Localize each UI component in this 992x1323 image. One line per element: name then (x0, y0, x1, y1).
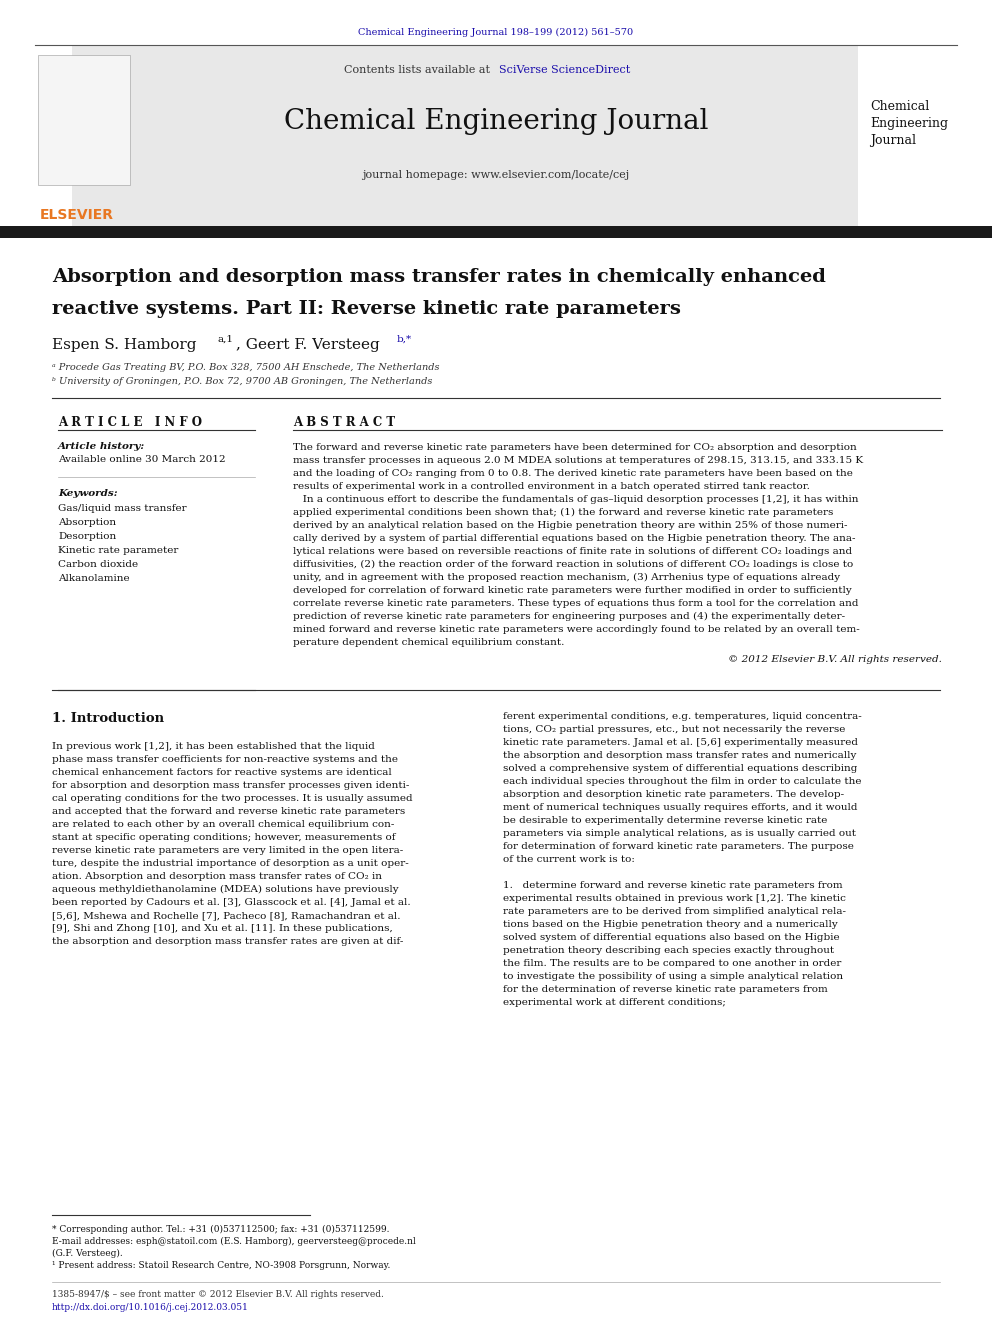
Text: Alkanolamine: Alkanolamine (58, 574, 130, 583)
Text: prediction of reverse kinetic rate parameters for engineering purposes and (4) t: prediction of reverse kinetic rate param… (293, 613, 845, 620)
Text: Kinetic rate parameter: Kinetic rate parameter (58, 546, 179, 556)
Text: been reported by Cadours et al. [3], Glasscock et al. [4], Jamal et al.: been reported by Cadours et al. [3], Gla… (52, 898, 411, 908)
Text: are related to each other by an overall chemical equilibrium con-: are related to each other by an overall … (52, 820, 395, 830)
Text: absorption and desorption kinetic rate parameters. The develop-: absorption and desorption kinetic rate p… (503, 790, 844, 799)
Text: the absorption and desorption mass transfer rates and numerically: the absorption and desorption mass trans… (503, 751, 856, 759)
Text: * Corresponding author. Tel.: +31 (0)537112500; fax: +31 (0)537112599.: * Corresponding author. Tel.: +31 (0)537… (52, 1225, 390, 1234)
Text: and the loading of CO₂ ranging from 0 to 0.8. The derived kinetic rate parameter: and the loading of CO₂ ranging from 0 to… (293, 468, 853, 478)
Text: experimental work at different conditions;: experimental work at different condition… (503, 998, 726, 1007)
Text: and accepted that the forward and reverse kinetic rate parameters: and accepted that the forward and revers… (52, 807, 406, 816)
Text: for determination of forward kinetic rate parameters. The purpose: for determination of forward kinetic rat… (503, 841, 854, 851)
Text: [9], Shi and Zhong [10], and Xu et al. [11]. In these publications,: [9], Shi and Zhong [10], and Xu et al. [… (52, 923, 393, 933)
Text: (G.F. Versteeg).: (G.F. Versteeg). (52, 1249, 123, 1258)
Text: A B S T R A C T: A B S T R A C T (293, 415, 395, 429)
Text: reactive systems. Part II: Reverse kinetic rate parameters: reactive systems. Part II: Reverse kinet… (52, 300, 681, 318)
Text: rate parameters are to be derived from simplified analytical rela-: rate parameters are to be derived from s… (503, 908, 846, 916)
Text: ELSEVIER: ELSEVIER (40, 208, 114, 222)
Text: solved a comprehensive system of differential equations describing: solved a comprehensive system of differe… (503, 763, 857, 773)
Text: the film. The results are to be compared to one another in order: the film. The results are to be compared… (503, 959, 841, 968)
Text: ¹ Present address: Statoil Research Centre, NO-3908 Porsgrunn, Norway.: ¹ Present address: Statoil Research Cent… (52, 1261, 391, 1270)
Text: for absorption and desorption mass transfer processes given identi-: for absorption and desorption mass trans… (52, 781, 410, 790)
Text: ment of numerical techniques usually requires efforts, and it would: ment of numerical techniques usually req… (503, 803, 857, 812)
Text: aqueous methyldiethanolamine (MDEA) solutions have previously: aqueous methyldiethanolamine (MDEA) solu… (52, 885, 399, 894)
Text: http://dx.doi.org/10.1016/j.cej.2012.03.051: http://dx.doi.org/10.1016/j.cej.2012.03.… (52, 1303, 249, 1312)
Text: solved system of differential equations also based on the Higbie: solved system of differential equations … (503, 933, 839, 942)
Text: the absorption and desorption mass transfer rates are given at dif-: the absorption and desorption mass trans… (52, 937, 404, 946)
Text: unity, and in agreement with the proposed reaction mechanism, (3) Arrhenius type: unity, and in agreement with the propose… (293, 573, 840, 582)
Text: Desorption: Desorption (58, 532, 116, 541)
Text: 1385-8947/$ – see front matter © 2012 Elsevier B.V. All rights reserved.: 1385-8947/$ – see front matter © 2012 El… (52, 1290, 384, 1299)
Text: Contents lists available at: Contents lists available at (343, 65, 493, 75)
Text: Gas/liquid mass transfer: Gas/liquid mass transfer (58, 504, 186, 513)
Text: diffusivities, (2) the reaction order of the forward reaction in solutions of di: diffusivities, (2) the reaction order of… (293, 560, 853, 569)
Text: correlate reverse kinetic rate parameters. These types of equations thus form a : correlate reverse kinetic rate parameter… (293, 599, 858, 609)
Text: penetration theory describing each species exactly throughout: penetration theory describing each speci… (503, 946, 834, 955)
Text: ᵃ Procede Gas Treating BV, P.O. Box 328, 7500 AH Enschede, The Netherlands: ᵃ Procede Gas Treating BV, P.O. Box 328,… (52, 363, 439, 372)
Bar (72, 46, 858, 228)
Text: journal homepage: www.elsevier.com/locate/cej: journal homepage: www.elsevier.com/locat… (362, 169, 630, 180)
Text: developed for correlation of forward kinetic rate parameters were further modifi: developed for correlation of forward kin… (293, 586, 852, 595)
Text: ture, despite the industrial importance of desorption as a unit oper-: ture, despite the industrial importance … (52, 859, 409, 868)
Text: SciVerse ScienceDirect: SciVerse ScienceDirect (499, 65, 630, 75)
Text: ferent experimental conditions, e.g. temperatures, liquid concentra-: ferent experimental conditions, e.g. tem… (503, 712, 862, 721)
Text: 1. Introduction: 1. Introduction (52, 712, 164, 725)
Text: each individual species throughout the film in order to calculate the: each individual species throughout the f… (503, 777, 861, 786)
Text: Chemical Engineering Journal: Chemical Engineering Journal (284, 108, 708, 135)
Text: Carbon dioxide: Carbon dioxide (58, 560, 138, 569)
Text: for the determination of reverse kinetic rate parameters from: for the determination of reverse kinetic… (503, 986, 827, 994)
Text: be desirable to experimentally determine reverse kinetic rate: be desirable to experimentally determine… (503, 816, 827, 826)
Text: results of experimental work in a controlled environment in a batch operated sti: results of experimental work in a contro… (293, 482, 809, 491)
Text: Absorption and desorption mass transfer rates in chemically enhanced: Absorption and desorption mass transfer … (52, 269, 826, 286)
Text: experimental results obtained in previous work [1,2]. The kinetic: experimental results obtained in previou… (503, 894, 846, 904)
Text: , Geert F. Versteeg: , Geert F. Versteeg (236, 337, 380, 352)
Text: derived by an analytical relation based on the Higbie penetration theory are wit: derived by an analytical relation based … (293, 521, 847, 531)
Text: stant at specific operating conditions; however, measurements of: stant at specific operating conditions; … (52, 833, 396, 841)
Text: tions, CO₂ partial pressures, etc., but not necessarily the reverse: tions, CO₂ partial pressures, etc., but … (503, 725, 845, 734)
Text: perature dependent chemical equilibrium constant.: perature dependent chemical equilibrium … (293, 638, 564, 647)
Text: ᵇ University of Groningen, P.O. Box 72, 9700 AB Groningen, The Netherlands: ᵇ University of Groningen, P.O. Box 72, … (52, 377, 433, 386)
Text: Chemical
Engineering
Journal: Chemical Engineering Journal (870, 101, 948, 147)
Text: Espen S. Hamborg: Espen S. Hamborg (52, 337, 196, 352)
Text: parameters via simple analytical relations, as is usually carried out: parameters via simple analytical relatio… (503, 830, 856, 837)
Text: phase mass transfer coefficients for non-reactive systems and the: phase mass transfer coefficients for non… (52, 755, 398, 763)
Text: © 2012 Elsevier B.V. All rights reserved.: © 2012 Elsevier B.V. All rights reserved… (728, 655, 942, 664)
Text: mass transfer processes in aqueous 2.0 M MDEA solutions at temperatures of 298.1: mass transfer processes in aqueous 2.0 M… (293, 456, 863, 464)
Text: [5,6], Mshewa and Rochelle [7], Pacheco [8], Ramachandran et al.: [5,6], Mshewa and Rochelle [7], Pacheco … (52, 912, 401, 919)
Text: to investigate the possibility of using a simple analytical relation: to investigate the possibility of using … (503, 972, 843, 980)
Text: of the current work is to:: of the current work is to: (503, 855, 635, 864)
Text: a,1: a,1 (218, 335, 234, 344)
Text: cally derived by a system of partial differential equations based on the Higbie : cally derived by a system of partial dif… (293, 534, 855, 542)
Text: applied experimental conditions been shown that; (1) the forward and reverse kin: applied experimental conditions been sho… (293, 508, 833, 517)
Text: b,*: b,* (397, 335, 412, 344)
Text: tions based on the Higbie penetration theory and a numerically: tions based on the Higbie penetration th… (503, 919, 838, 929)
Text: In a continuous effort to describe the fundamentals of gas–liquid desorption pro: In a continuous effort to describe the f… (293, 495, 858, 504)
Text: kinetic rate parameters. Jamal et al. [5,6] experimentally measured: kinetic rate parameters. Jamal et al. [5… (503, 738, 858, 747)
Text: A R T I C L E   I N F O: A R T I C L E I N F O (58, 415, 202, 429)
Text: The forward and reverse kinetic rate parameters have been determined for CO₂ abs: The forward and reverse kinetic rate par… (293, 443, 857, 452)
Text: Available online 30 March 2012: Available online 30 March 2012 (58, 455, 225, 464)
Text: Chemical Engineering Journal 198–199 (2012) 561–570: Chemical Engineering Journal 198–199 (20… (358, 28, 634, 37)
Text: cal operating conditions for the two processes. It is usually assumed: cal operating conditions for the two pro… (52, 794, 413, 803)
Text: ation. Absorption and desorption mass transfer rates of CO₂ in: ation. Absorption and desorption mass tr… (52, 872, 382, 881)
Text: lytical relations were based on reversible reactions of finite rate in solutions: lytical relations were based on reversib… (293, 546, 852, 556)
Text: E-mail addresses: esph@statoil.com (E.S. Hamborg), geerversteeg@procede.nl: E-mail addresses: esph@statoil.com (E.S.… (52, 1237, 416, 1246)
Text: Article history:: Article history: (58, 442, 145, 451)
Text: In previous work [1,2], it has been established that the liquid: In previous work [1,2], it has been esta… (52, 742, 375, 751)
Text: reverse kinetic rate parameters are very limited in the open litera-: reverse kinetic rate parameters are very… (52, 845, 404, 855)
Bar (0, 226, 992, 238)
Text: 1.   determine forward and reverse kinetic rate parameters from: 1. determine forward and reverse kinetic… (503, 881, 842, 890)
Text: Keywords:: Keywords: (58, 490, 118, 497)
Text: Absorption: Absorption (58, 519, 116, 527)
Text: chemical enhancement factors for reactive systems are identical: chemical enhancement factors for reactiv… (52, 767, 392, 777)
Bar (38, 56, 130, 185)
Text: mined forward and reverse kinetic rate parameters were accordingly found to be r: mined forward and reverse kinetic rate p… (293, 624, 860, 634)
